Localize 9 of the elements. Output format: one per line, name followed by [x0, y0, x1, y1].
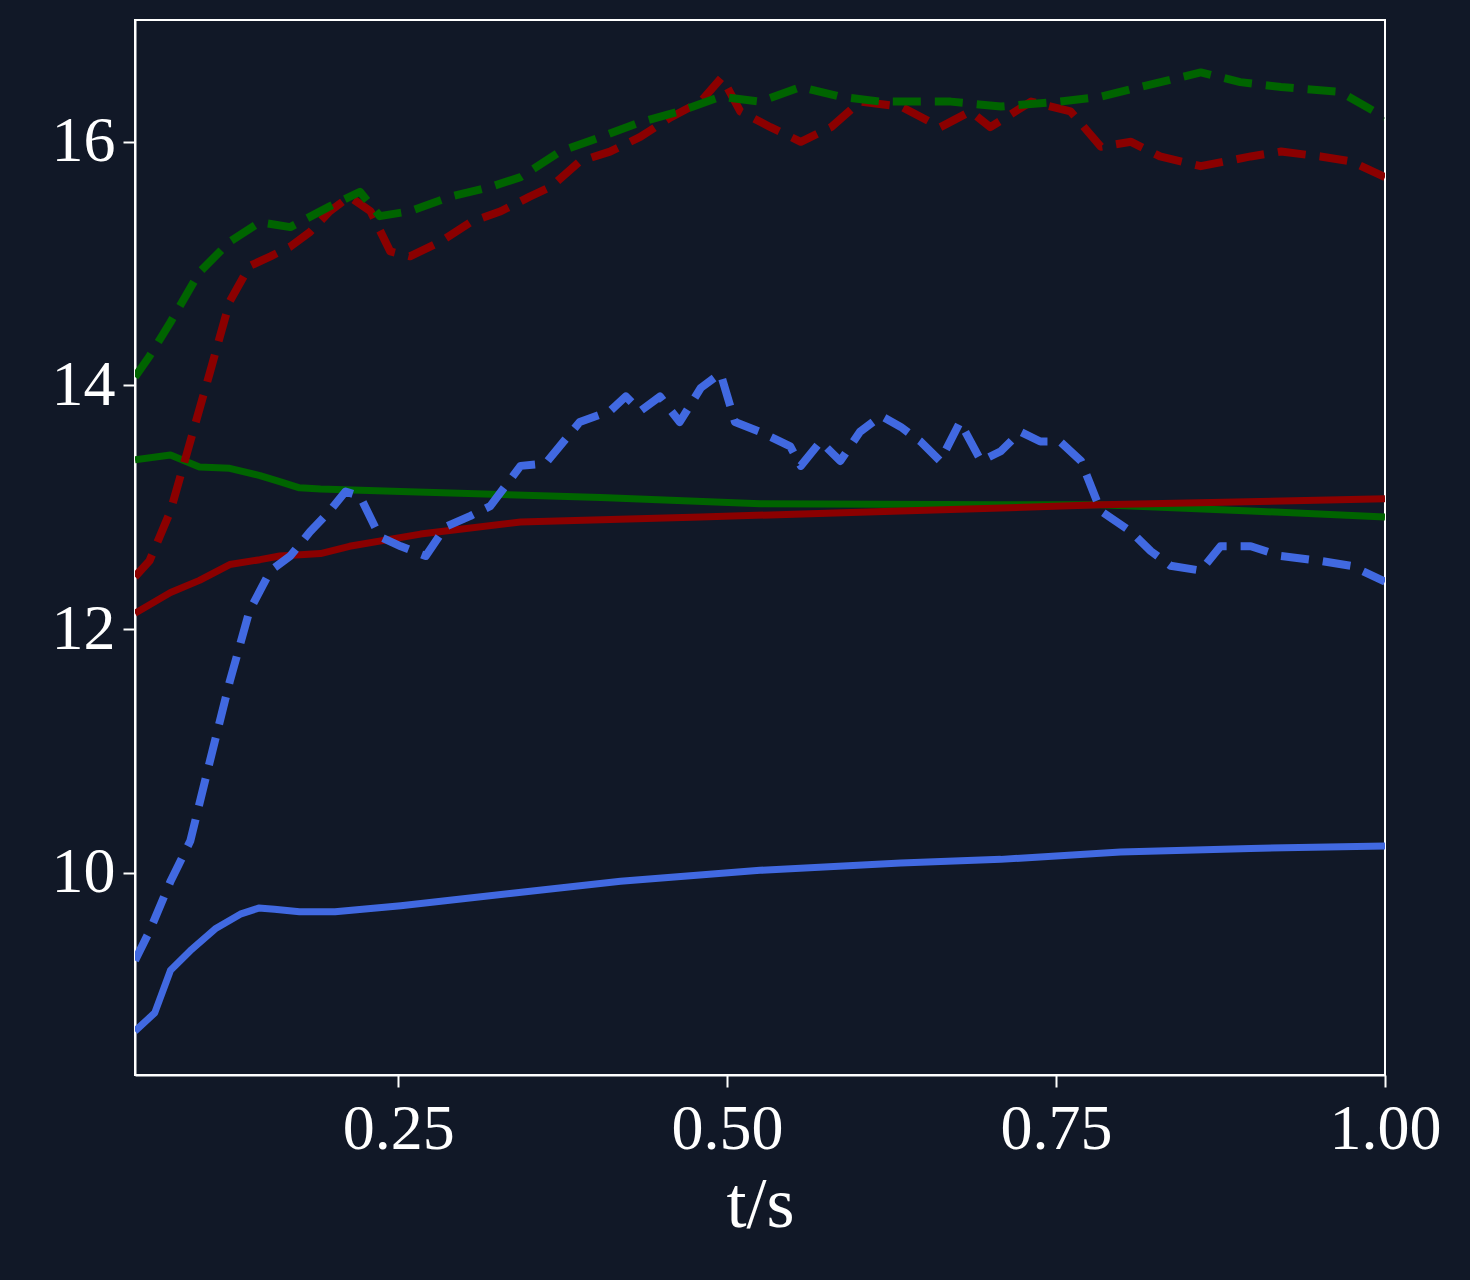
y-tick-label: 10 [51, 835, 116, 907]
y-tick-label: 14 [51, 347, 116, 419]
x-tick-label: 0.25 [342, 1091, 455, 1163]
y-tick-label: 12 [51, 591, 116, 663]
x-tick-label: 0.75 [1000, 1091, 1113, 1163]
x-tick-label: 1.00 [1329, 1091, 1442, 1163]
x-axis-title: t/s [726, 1162, 795, 1243]
y-tick-label: 16 [51, 104, 116, 176]
x-tick-label: 0.50 [671, 1091, 784, 1163]
